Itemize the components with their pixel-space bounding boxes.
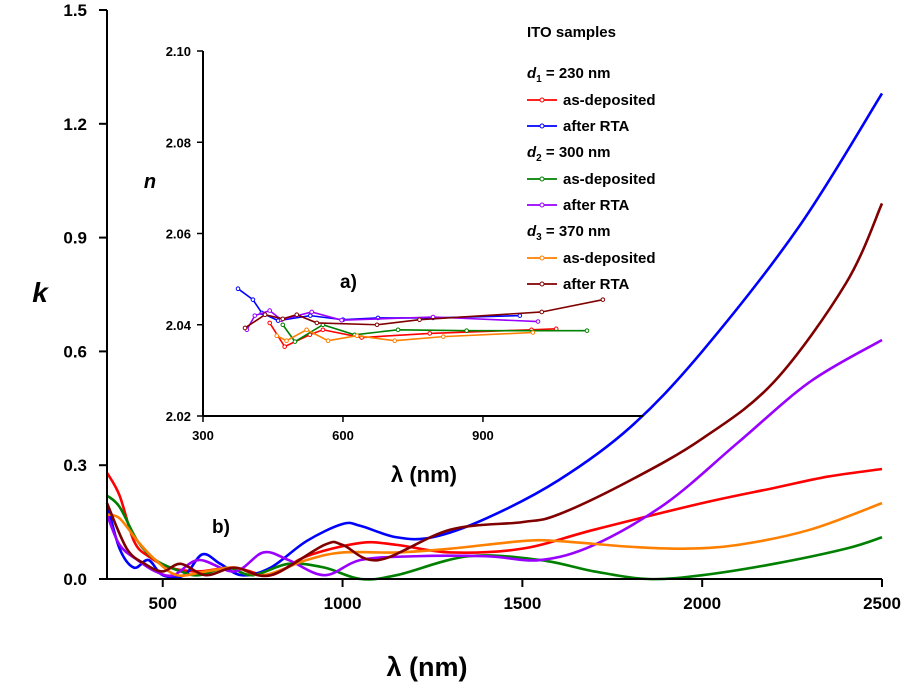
legend-group-sub: 3 — [536, 232, 542, 243]
inset-data-point — [308, 313, 313, 318]
inset-data-point — [464, 328, 469, 333]
main-series-line-5 — [105, 202, 884, 578]
legend-group-prefix: d — [527, 223, 537, 240]
main-x-tick-label: 1000 — [324, 594, 362, 613]
inset-y-axis-label: n — [144, 171, 156, 193]
inset-data-point — [427, 331, 433, 336]
main-x-tick-label: 2500 — [863, 594, 901, 613]
main-x-tick-label: 2000 — [683, 594, 721, 613]
inset-y-tick-label: 2.06 — [166, 227, 191, 242]
inset-data-point — [600, 297, 606, 302]
legend-group-suffix: = 300 nm — [542, 144, 611, 161]
inset-data-point — [339, 317, 344, 323]
main-y-tick-label: 1.5 — [63, 1, 87, 20]
inset-data-point — [280, 316, 286, 322]
inset-data-point — [314, 320, 320, 326]
panel-label-b: b) — [212, 517, 230, 538]
legend-item-label: as-deposited — [563, 92, 656, 109]
inset-data-point — [440, 334, 446, 339]
legend-group-prefix: d — [527, 65, 537, 82]
inset-x-tick-label: 300 — [192, 428, 214, 443]
inset-data-point — [262, 312, 268, 318]
legend: ITO samples d1 = 230 nmas-depositedafter… — [527, 24, 656, 293]
inset-series-line-4 — [276, 328, 533, 342]
legend-marker — [539, 97, 545, 103]
legend-item-label: after RTA — [563, 197, 630, 214]
legend-group-suffix: = 370 nm — [542, 223, 611, 240]
inset-series-line-0 — [269, 322, 557, 348]
inset-axes: 300 600 900 2.02 2.04 2.06 2.08 2.10 — [166, 44, 643, 443]
legend-group-suffix: = 230 nm — [542, 65, 611, 82]
inset-series-line-3 — [246, 309, 539, 331]
inset-data-point — [325, 338, 331, 344]
inset-y-tick-label: 2.04 — [166, 318, 192, 333]
inset-data-point — [280, 322, 286, 328]
legend-group-heading: d3 = 370 nm — [527, 223, 611, 243]
legend-title: ITO samples — [527, 24, 616, 41]
inset-series-group — [235, 286, 606, 349]
main-x-axis-label: λ (nm) — [387, 652, 468, 682]
panel-label-a: a) — [340, 272, 357, 293]
inset-y-tick-label: 2.10 — [166, 44, 191, 59]
inset-data-point — [304, 327, 309, 333]
main-x-tick-label: 1500 — [503, 594, 541, 613]
inset-data-point — [292, 339, 298, 344]
inset-data-point — [395, 327, 401, 333]
main-series-line-4 — [106, 501, 883, 577]
inset-data-point — [284, 338, 289, 344]
main-series-line-0 — [105, 467, 883, 577]
legend-item-label: after RTA — [563, 118, 630, 135]
legend-group-prefix: d — [527, 144, 537, 161]
inset-data-point — [235, 286, 241, 292]
inset-y-tick-label: 2.02 — [166, 409, 191, 424]
legend-item-label: after RTA — [563, 276, 630, 293]
main-series-line-3 — [105, 338, 883, 578]
inset-x-tick-label: 600 — [332, 428, 354, 443]
inset-data-point — [374, 322, 380, 328]
main-y-tick-label: 0.0 — [63, 570, 87, 589]
legend-marker — [539, 281, 545, 287]
main-series-group — [105, 92, 884, 581]
inset-data-point — [267, 320, 273, 326]
inset-data-point — [354, 333, 360, 339]
legend-marker — [539, 255, 545, 261]
inset-data-point — [539, 309, 545, 315]
inset-data-point — [294, 312, 300, 318]
legend-marker — [539, 202, 545, 208]
inset-data-point — [252, 313, 258, 318]
legend-group-sub: 2 — [536, 153, 542, 164]
main-x-tick-label: 500 — [149, 594, 177, 613]
main-y-tick-label: 0.3 — [63, 456, 87, 475]
legend-group-heading: d2 = 300 nm — [527, 144, 611, 164]
inset-data-point — [242, 325, 248, 331]
legend-item-label: as-deposited — [563, 250, 656, 267]
legend-marker — [539, 123, 545, 129]
inset-data-point — [320, 327, 326, 333]
inset-data-point — [584, 328, 590, 333]
legend-item-label: as-deposited — [563, 171, 656, 188]
inset-data-point — [274, 333, 280, 339]
inset-data-point — [309, 309, 315, 315]
main-series-line-1 — [105, 92, 884, 579]
inset-x-tick-label: 900 — [472, 428, 494, 443]
main-y-axis-label: k — [32, 277, 49, 308]
legend-marker — [539, 176, 545, 182]
inset-data-point — [392, 338, 398, 344]
main-y-tick-label: 0.6 — [63, 342, 87, 361]
main-axes: 500 1000 1500 2000 2500 0.0 0.3 0.6 0.9 1.2 1.5 — [63, 1, 901, 613]
inset-data-point — [417, 317, 422, 323]
inset-x-axis-label: λ (nm) — [391, 462, 457, 487]
inset-y-tick-label: 2.08 — [166, 135, 191, 150]
inset-data-point — [535, 319, 541, 324]
main-y-tick-label: 0.9 — [63, 229, 87, 248]
main-y-tick-label: 1.2 — [63, 115, 87, 134]
legend-group-sub: 1 — [536, 74, 542, 85]
inset-data-point — [250, 297, 256, 302]
legend-group-heading: d1 = 230 nm — [527, 65, 611, 85]
inset-data-point — [282, 344, 287, 349]
inset-data-point — [530, 330, 536, 335]
inset-data-point — [267, 308, 273, 313]
inset-data-point — [517, 313, 523, 318]
